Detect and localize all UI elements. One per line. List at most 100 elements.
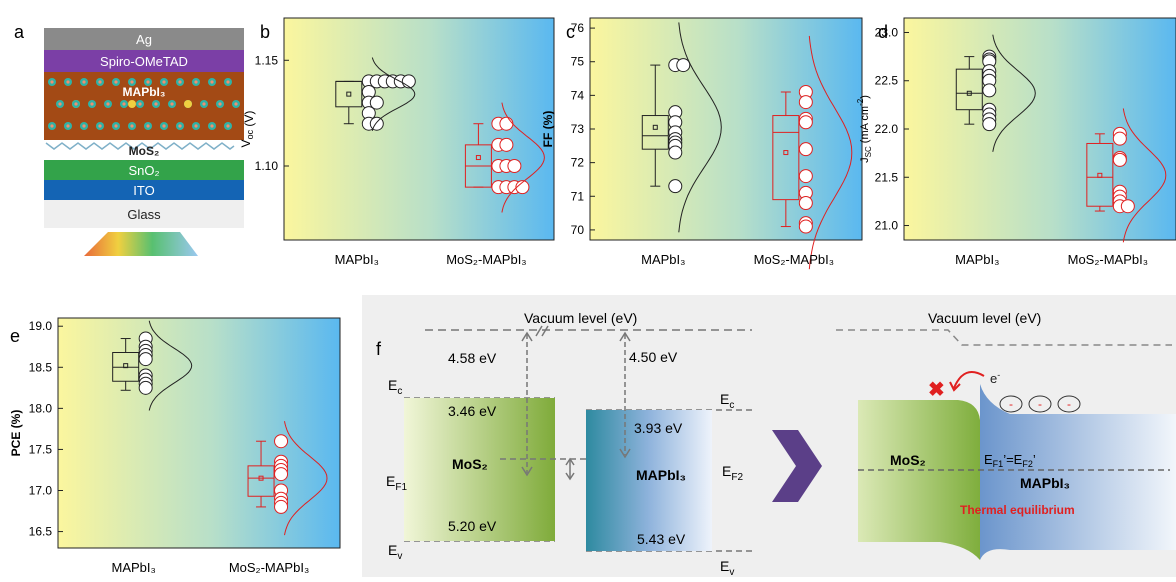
layer-spiro-label: Spiro-OMeTAD <box>100 54 188 69</box>
ec-left-label: Ec <box>388 377 402 397</box>
layer-glass <box>44 200 244 228</box>
distribution-curve <box>678 22 722 233</box>
mos2-name-label: MoS₂ <box>452 456 488 472</box>
mean-marker <box>258 475 264 481</box>
electron-charge-3 <box>1057 395 1081 413</box>
panel-letter-c: c <box>566 22 575 42</box>
mapbi-name-label: MAPbI₃ <box>636 467 686 483</box>
mos2-bandgap-label: 3.46 eV <box>448 403 497 419</box>
layer-spiro <box>44 50 244 72</box>
x-tick-label: MoS₂-MAPbI₃ <box>754 252 834 267</box>
electron-path-arrowhead <box>949 381 961 392</box>
box <box>247 465 275 497</box>
mos2-affinity-label: 4.58 eV <box>448 350 497 366</box>
lattice-atom-core <box>114 80 118 84</box>
lattice-atom-core <box>178 80 182 84</box>
layer-ito-label: ITO <box>133 183 154 198</box>
panel-letter-f: f <box>376 339 382 359</box>
data-point <box>138 352 153 367</box>
lattice-atom-core <box>162 124 166 128</box>
panel-letter-a: a <box>14 22 25 42</box>
y-tick-label: 18.0 <box>29 401 53 415</box>
distribution-curve <box>808 35 853 270</box>
distribution-curve <box>371 57 416 131</box>
data-point <box>1120 199 1135 214</box>
y-tick-label: 73 <box>571 122 585 136</box>
distribution-curve <box>1122 108 1167 243</box>
y-tick-label: 23.0 <box>875 25 899 39</box>
data-point <box>138 380 153 395</box>
mean-marker <box>966 90 972 96</box>
data-point <box>274 499 289 514</box>
y-tick-label: 71 <box>571 189 585 203</box>
y-tick-label: 76 <box>571 21 585 35</box>
y-tick-label: 72 <box>571 156 585 170</box>
equilibrium-mos2-label: MoS₂ <box>890 452 926 468</box>
lattice-atom-core <box>154 102 158 106</box>
box <box>772 115 800 201</box>
data-point <box>499 137 514 152</box>
data-point <box>798 142 813 157</box>
data-point <box>515 180 530 195</box>
data-point <box>507 159 522 173</box>
equilibrium-vacuum-line <box>836 329 1172 346</box>
y-tick-label: 16.5 <box>29 525 53 539</box>
lattice-atom-core <box>130 124 134 128</box>
plot-area <box>589 17 863 241</box>
plot-area <box>57 317 341 549</box>
lattice-atom-core <box>98 124 102 128</box>
plot-area <box>903 17 1176 241</box>
data-point <box>369 116 384 131</box>
ff-chart: c 70 71 72 73 74 75 76 FF (%) MAPbI₃ MoS₂-MAPbI₃ <box>541 17 863 270</box>
data-point <box>798 95 813 110</box>
lattice-atom-core <box>178 124 182 128</box>
transition-arrow <box>772 430 822 502</box>
distribution-curve <box>501 102 545 213</box>
distribution-curve <box>284 421 328 536</box>
x-tick-label: MAPbI₃ <box>955 252 999 267</box>
lattice-atom-core <box>130 80 134 84</box>
mapbi-band-block <box>586 410 712 551</box>
lattice-atom-core <box>82 124 86 128</box>
lattice-atom-core <box>226 80 230 84</box>
y-tick-label: 22.5 <box>875 74 899 88</box>
ev-right-label: Ev <box>720 558 734 577</box>
electron-charge-2-sign: - <box>1038 397 1042 411</box>
mos2-zigzag <box>45 142 235 150</box>
y-tick-label: 74 <box>571 88 585 102</box>
y-tick-label: 70 <box>571 223 585 237</box>
lattice-atom-core <box>234 102 238 106</box>
light-beam <box>84 232 198 256</box>
mean-marker <box>783 150 789 156</box>
y-tick-label: 18.5 <box>29 360 53 374</box>
y-tick-label: 17.0 <box>29 484 53 498</box>
x-tick-label: MAPbI₃ <box>335 252 379 267</box>
ef1-label: EF1 <box>386 473 407 493</box>
perovskite-lattice <box>48 78 240 130</box>
layer-mos2-label: MoS₂ <box>129 144 160 158</box>
data-point <box>274 467 289 482</box>
mean-marker <box>346 91 352 97</box>
lattice-atom-core <box>194 80 198 84</box>
lattice-atom-core <box>66 80 70 84</box>
ev-left-label: Ev <box>388 542 402 562</box>
mean-marker <box>1097 172 1103 178</box>
band-diagram-panel: f Vacuum level (eV) 4.58 eV 3.46 eV 5.20… <box>362 295 1176 578</box>
electron-charge-2 <box>1028 395 1052 413</box>
data-point <box>798 115 813 130</box>
mean-marker <box>123 363 129 369</box>
mapbi-valence-label: 5.43 eV <box>637 531 686 547</box>
panel-letter-e: e <box>10 326 20 346</box>
data-point <box>982 117 997 132</box>
lattice-atom-core <box>66 124 70 128</box>
vacuum-break-mark <box>535 325 549 337</box>
vacuum-level-label: Vacuum level (eV) <box>524 310 637 326</box>
electron-charge-3-sign: - <box>1067 397 1071 411</box>
layer-glass-label: Glass <box>127 207 161 222</box>
lattice-atom-core <box>210 80 214 84</box>
box <box>955 68 983 111</box>
panel-letter-d: d <box>878 22 888 42</box>
panel-letter-b: b <box>260 22 270 42</box>
y-tick-label: 21.5 <box>875 170 899 184</box>
